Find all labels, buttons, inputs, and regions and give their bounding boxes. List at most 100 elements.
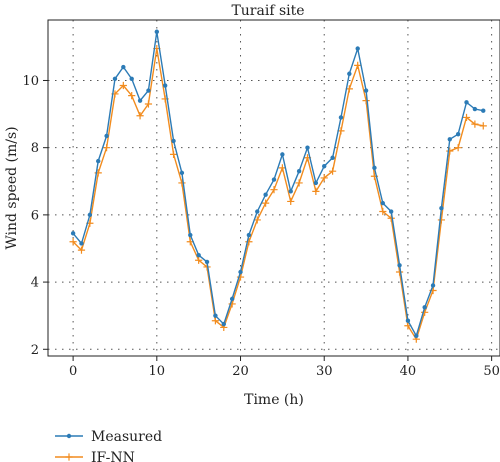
data-point-measured xyxy=(255,209,260,214)
data-point-if-nn xyxy=(421,308,429,316)
data-point-if-nn xyxy=(354,61,362,69)
y-tick-label: 6 xyxy=(31,208,39,223)
data-point-if-nn xyxy=(195,256,203,264)
series-line-measured xyxy=(72,31,484,338)
data-point-measured xyxy=(472,106,478,112)
data-point-measured xyxy=(347,71,352,76)
data-point-measured xyxy=(363,88,369,93)
data-point-if-nn xyxy=(362,97,370,105)
data-point-if-nn xyxy=(262,199,270,207)
data-point-measured xyxy=(380,200,386,206)
data-point-measured xyxy=(171,138,176,144)
data-point-measured xyxy=(481,108,486,113)
data-point-measured xyxy=(414,333,419,339)
plot-frame xyxy=(47,19,500,357)
data-point-if-nn xyxy=(245,238,253,246)
grid xyxy=(48,20,500,356)
data-point-if-nn xyxy=(178,179,186,187)
x-tick-label: 50 xyxy=(483,364,500,379)
data-point-if-nn xyxy=(128,92,136,100)
series-layer xyxy=(69,29,487,343)
data-point-if-nn xyxy=(462,113,471,122)
legend-item-if-nn: IF-NN xyxy=(55,450,135,462)
y-axis-label: Wind speed (m/s) xyxy=(4,126,20,249)
data-point-measured xyxy=(330,155,335,160)
data-point-if-nn xyxy=(454,144,462,152)
data-point-measured xyxy=(121,64,126,70)
data-point-measured xyxy=(263,192,268,197)
data-point-measured xyxy=(322,163,327,169)
data-point-if-nn xyxy=(136,112,144,120)
data-point-measured xyxy=(104,133,109,139)
x-tick-label: 20 xyxy=(232,364,249,379)
data-point-if-nn xyxy=(236,273,245,281)
legend: Measured IF-NN xyxy=(55,429,162,462)
data-point-measured xyxy=(229,296,235,302)
x-tick-label: 30 xyxy=(316,364,333,379)
y-tick-label: 8 xyxy=(31,141,39,156)
data-point-if-nn xyxy=(102,144,111,152)
data-point-measured xyxy=(313,180,319,186)
data-point-measured xyxy=(447,137,452,142)
data-point-measured xyxy=(112,76,118,82)
x-tick-label: 10 xyxy=(149,364,166,379)
data-point-if-nn xyxy=(144,100,153,108)
data-point-measured xyxy=(355,46,360,51)
data-point-measured xyxy=(464,100,469,105)
series-measured xyxy=(70,29,486,339)
data-point-measured xyxy=(455,132,461,137)
y-tick-label: 4 xyxy=(31,276,39,291)
data-point-measured xyxy=(246,232,252,238)
data-point-measured xyxy=(137,98,143,103)
data-point-measured xyxy=(305,145,310,150)
y-tick-label: 2 xyxy=(31,343,39,358)
data-point-measured xyxy=(162,83,168,88)
data-point-measured xyxy=(188,232,193,238)
data-point-measured xyxy=(70,231,76,236)
data-point-if-nn xyxy=(479,122,487,130)
data-point-measured xyxy=(213,313,218,318)
data-point-if-nn xyxy=(295,179,303,187)
data-point-measured xyxy=(288,189,293,194)
data-point-if-nn xyxy=(312,187,320,195)
legend-item-measured: Measured xyxy=(55,429,162,445)
data-point-measured xyxy=(430,283,436,288)
data-point-if-nn xyxy=(211,317,220,325)
data-point-if-nn xyxy=(437,216,446,224)
data-point-measured xyxy=(296,169,302,174)
data-point-measured xyxy=(397,263,402,268)
legend-swatch-marker xyxy=(65,453,73,461)
data-point-if-nn xyxy=(320,174,328,182)
data-point-measured xyxy=(405,318,411,323)
data-point-measured xyxy=(87,212,93,218)
data-point-measured xyxy=(280,152,285,157)
data-point-measured xyxy=(96,158,101,164)
data-point-measured xyxy=(154,29,160,34)
data-point-measured xyxy=(338,115,344,120)
data-point-if-nn xyxy=(69,238,77,246)
y-axis: 2 4 6 8 10 xyxy=(22,74,48,358)
data-point-measured xyxy=(238,269,243,275)
legend-swatch-marker xyxy=(66,433,72,439)
data-point-if-nn xyxy=(328,167,337,175)
legend-label: IF-NN xyxy=(91,450,135,462)
data-point-measured xyxy=(439,205,444,211)
data-point-measured xyxy=(204,259,210,265)
data-point-measured xyxy=(196,253,201,258)
legend-label: Measured xyxy=(91,429,162,445)
data-point-measured xyxy=(422,305,427,310)
x-tick-label: 40 xyxy=(400,364,417,379)
data-point-measured xyxy=(221,321,226,327)
data-point-if-nn xyxy=(270,186,278,194)
data-point-if-nn xyxy=(77,246,86,254)
data-point-measured xyxy=(79,241,84,246)
data-point-if-nn xyxy=(119,81,127,90)
data-point-if-nn xyxy=(446,147,454,155)
data-point-measured xyxy=(372,165,377,171)
data-point-if-nn xyxy=(379,207,387,216)
data-point-if-nn xyxy=(471,120,479,128)
series-if-nn xyxy=(69,44,487,343)
x-axis-label: Time (h) xyxy=(244,392,304,408)
data-point-measured xyxy=(146,88,151,93)
